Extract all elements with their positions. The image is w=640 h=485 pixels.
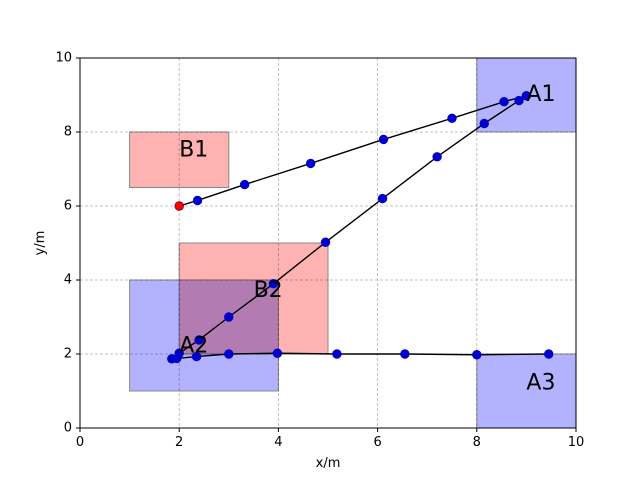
x-tick-label: 6 (373, 435, 381, 450)
series-points (167, 91, 554, 364)
y-axis-label: y/m (33, 231, 48, 256)
y-tick-label: 2 (64, 347, 72, 362)
data-point (432, 152, 442, 162)
data-point (479, 118, 489, 129)
data-point (377, 193, 388, 204)
y-tick-label: 0 (64, 421, 72, 436)
y-tick-label: 4 (64, 273, 72, 288)
x-tick-label: 4 (274, 435, 282, 450)
y-tick-label: 8 (64, 125, 72, 140)
data-point (239, 179, 250, 190)
data-point (400, 349, 410, 359)
x-tick-label: 10 (568, 435, 585, 450)
data-point (544, 349, 554, 359)
data-point (514, 95, 524, 106)
series-lines (169, 95, 549, 360)
data-point (378, 134, 389, 145)
data-point (224, 312, 234, 322)
x-axis-label: x/m (316, 456, 341, 471)
y-tick-label: 10 (55, 51, 72, 66)
region-label-b1: B1 (179, 138, 208, 163)
start-point (174, 201, 184, 211)
region-label-a1: A1 (526, 82, 555, 107)
series-line (169, 95, 549, 360)
data-point (172, 353, 182, 364)
x-tick-label: 2 (175, 435, 183, 450)
data-point (305, 158, 316, 169)
region-label-a3: A3 (526, 371, 555, 396)
data-point (332, 349, 342, 359)
data-point (194, 335, 204, 345)
data-point (272, 348, 283, 358)
data-point (192, 195, 203, 206)
data-point (191, 351, 202, 362)
x-tick-label: 8 (473, 435, 481, 450)
plot-frame (79, 57, 577, 429)
data-point (320, 237, 331, 247)
axis-ticks: 0 2 4 6 8 10 0 2 4 6 8 10 (55, 51, 584, 451)
region-label-b2: B2 (254, 278, 283, 303)
data-point (521, 91, 532, 101)
region-b1 (129, 131, 230, 188)
x-tick-label: 0 (76, 435, 84, 450)
data-point (224, 349, 234, 359)
region-label-a2: A2 (179, 334, 208, 359)
data-point (268, 279, 279, 289)
region-labels: A1 B1 A2 B2 A3 (179, 82, 555, 396)
data-point (499, 96, 509, 107)
region-a3 (476, 353, 577, 429)
data-point (472, 350, 482, 360)
y-tick-label: 6 (64, 199, 72, 214)
data-point (447, 113, 457, 124)
